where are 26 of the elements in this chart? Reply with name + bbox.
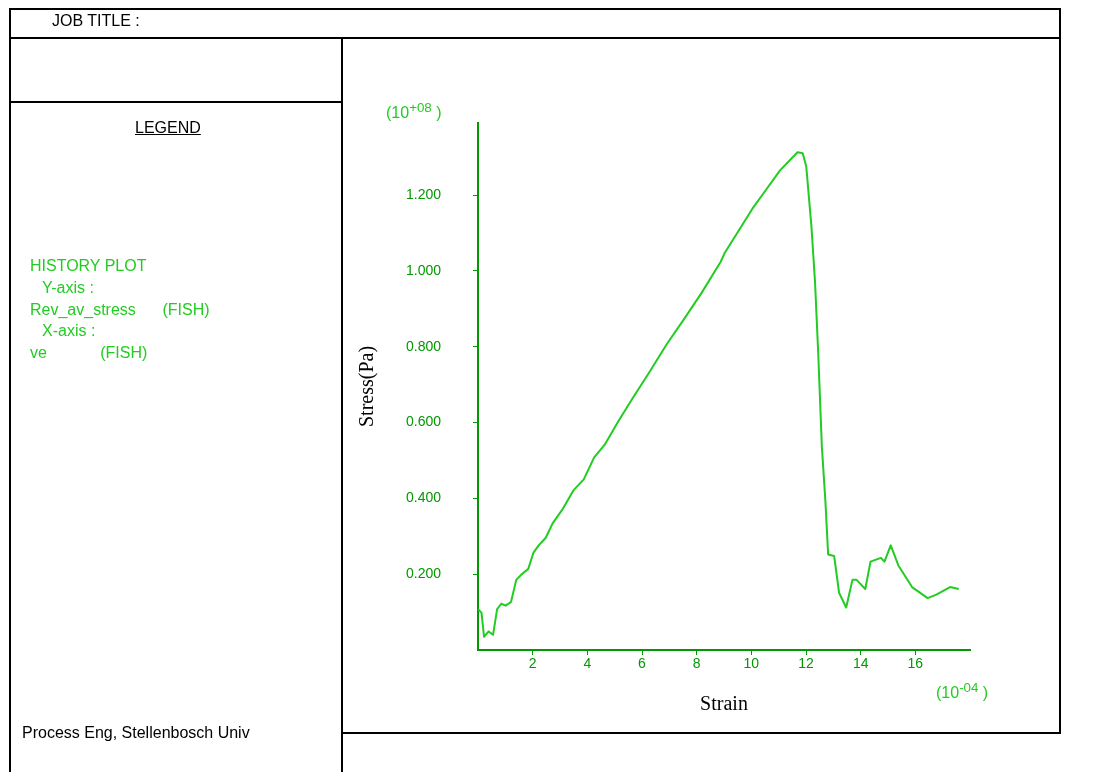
text: Y-axis : <box>42 279 94 297</box>
text: Process Eng, Stellenbosch Univ <box>22 724 250 742</box>
text: HISTORY PLOT <box>30 257 147 275</box>
x-tick-label: 2 <box>528 655 537 672</box>
x-tick-label: 6 <box>638 655 647 672</box>
x-tick-label: 16 <box>907 655 924 672</box>
text: X-axis : <box>42 322 96 340</box>
text: ve (FISH) <box>30 344 148 362</box>
text: Rev_av_stress (FISH) <box>30 301 210 319</box>
y-tick-label: 1.000 <box>405 261 442 278</box>
y-tick-label: 0.200 <box>405 565 442 582</box>
text: (10$^{+08}$ ) <box>386 100 442 123</box>
x-tick-label: 14 <box>852 655 869 672</box>
y-tick-label: 0.600 <box>405 413 442 430</box>
y-tick-label: 0.800 <box>405 337 442 354</box>
text: LEGEND <box>135 119 201 137</box>
y-axis-title: Stress(Pa) <box>355 345 379 428</box>
x-tick-label: 12 <box>798 655 814 672</box>
x-tick-label: 4 <box>583 655 592 672</box>
x-tick-label: 8 <box>692 655 701 672</box>
y-tick-label: 1.200 <box>405 185 442 202</box>
y-tick-label: 0.400 <box>405 489 442 506</box>
x-tick-label: 10 <box>743 655 760 672</box>
x-axis-title: Strain <box>700 692 748 715</box>
text: (10$^{-04}$ ) <box>936 680 989 703</box>
text: JOB TITLE : <box>52 12 140 30</box>
